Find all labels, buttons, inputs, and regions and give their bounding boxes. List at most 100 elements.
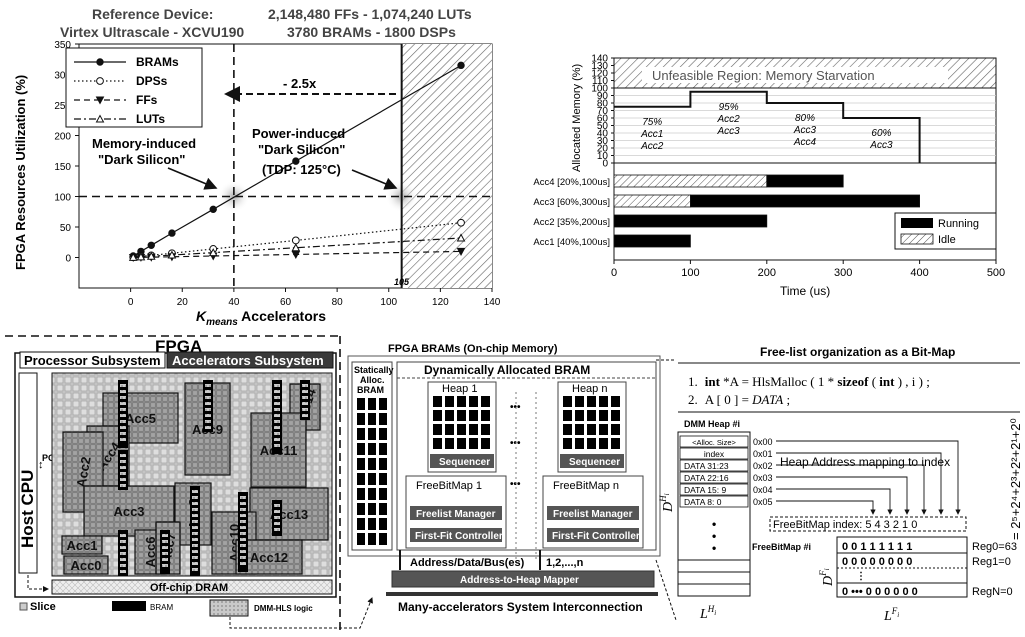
freelist-manager-1-box [410,506,502,520]
chart2-ylabel: Allocated Memory (%) [571,64,583,172]
static-bram-block [379,443,387,455]
heap-bram-block [563,438,572,449]
tdp-label: (TDP: 125°C) [262,162,341,177]
heap-bram-block [457,424,466,435]
static-bram-block [379,518,387,530]
static-bram-block [379,413,387,425]
data-point-luts [291,243,301,252]
chart2-x-tick-label: 0 [611,267,617,279]
chart1-x-tick-label: 20 [177,297,189,308]
chart2-x-tick-label: 300 [834,267,852,279]
svg-text:•: • [712,529,716,543]
reg0-label: Reg0=63 [972,541,1017,553]
offchip-dram-box [51,579,333,595]
chart2-y-tick-label: 50 [597,121,609,132]
heap-bram-block [433,396,442,407]
accelerator-label: Acc3 [113,504,144,519]
data-point-ffs [456,247,466,256]
heap-bram-block [433,410,442,421]
data-point-brams [457,61,465,70]
gantt-bar-running [766,174,844,188]
heap-width-label: LHi [699,604,716,622]
reg1-bits: 0 0 0 0 0 0 0 0 [842,556,912,568]
accelerator-label: Acc2 [73,455,93,488]
address-to-heap-mapper [391,570,655,588]
freelist-manager-n-label: Freelist Manager [553,509,633,520]
step-label: 95% Acc2 Acc3 [716,102,740,137]
heap-address: 0x04 [753,485,773,495]
heap-bram-block [469,396,478,407]
sequencer-n-label: Sequencer [569,457,620,468]
static-bram-block [357,473,365,485]
chart1-y-tick-label: 150 [54,162,71,173]
chart1-series [128,61,466,262]
heap-title: DMM Heap #i [684,419,740,429]
unfeasible-label: Unfeasible Region: Memory Starvation [652,68,875,83]
svg-text:•: • [712,541,716,555]
heap-bram-block [481,396,490,407]
heap-bram-block [587,424,596,435]
offchip-dram-label: Off-chip DRAM [150,582,228,594]
chart2-y-tick-label: 90 [597,91,609,102]
first-fit-controller-n-box [547,528,639,542]
memory-arrow [167,167,218,190]
legend-bram-swatch [112,601,146,611]
interconnect-label: Many-accelerators System Interconnection [398,600,643,614]
svg-text:⋮: ⋮ [856,571,866,582]
data-point-brams [147,241,155,250]
heap-row [679,471,749,484]
bus-label: Address/Data/Bus(es) [410,557,525,569]
accelerator-label: Acc6 [143,536,158,567]
heap-row-label: index [704,449,725,459]
heap-bram-block [563,396,572,407]
heap-bram-block [587,438,596,449]
chart1-ylabel: FPGA Resources Utilization (%) [13,75,28,270]
static-label-2: Alloc. [360,375,385,385]
data-point-luts [146,251,156,260]
pci-label: PCI [42,453,57,463]
bram-architecture: FPGA BRAMs (On-chip Memory) Statically A… [347,343,677,621]
legend-bram-label: BRAM [150,603,173,612]
static-bram-block [368,443,376,455]
data-point-luts [208,248,218,257]
chart1-y-tick-label: 100 [54,193,71,204]
pci-arrow-icon: ↕ [38,459,44,471]
data-point-luts [128,252,138,261]
freebitmap-title: FreeBitMap #i [752,542,811,552]
accelerator-region [63,555,109,575]
heap-n-label: Heap n [572,383,607,395]
reg1-label: Reg1=0 [972,556,1011,568]
gantt-row-label: Acc4 [20%,100us] [533,177,610,188]
bitmap-formula: = 2⁵+2⁴+2³+2²+2¹+2⁰ [1008,418,1023,540]
data-point-brams [168,229,176,237]
static-bram-block [357,458,365,470]
heap-row [679,459,749,472]
chart2-y-tick-label: 70 [597,106,609,117]
accelerator-region [61,535,103,555]
step-label: 60% Acc3 [869,128,893,151]
bram-column [203,380,213,432]
heap-bram-block [457,438,466,449]
heap-bram-block [599,438,608,449]
static-bram-block [379,473,387,485]
freebitmap-n-label: FreeBitMap n [553,480,619,492]
static-bram-block [357,518,365,530]
heap-row-label: DATA 22:16 [684,473,729,483]
legend-marker [95,114,105,123]
static-bram-block [368,413,376,425]
chart1-y-tick-label: 350 [54,40,71,51]
gantt-bar-idle [613,174,768,188]
chart1-reference-lines [79,44,492,288]
heap-bram-block [575,424,584,435]
chart1-y-ticks: 0 50 100 150 200 250 300 350 [54,40,79,265]
chart1-xlabel: Kmeans Accelerators [196,308,326,328]
legend-label: LUTs [136,112,165,126]
static-bram-block [379,458,387,470]
heap-ellipsis-3: ••• [510,479,521,490]
chart1-y-tick-label: 200 [54,132,71,143]
heap-bram-block [563,410,572,421]
bram-column [190,486,200,576]
legend-slice-swatch [19,602,28,611]
chart2-y-tick-label: 40 [597,129,609,140]
